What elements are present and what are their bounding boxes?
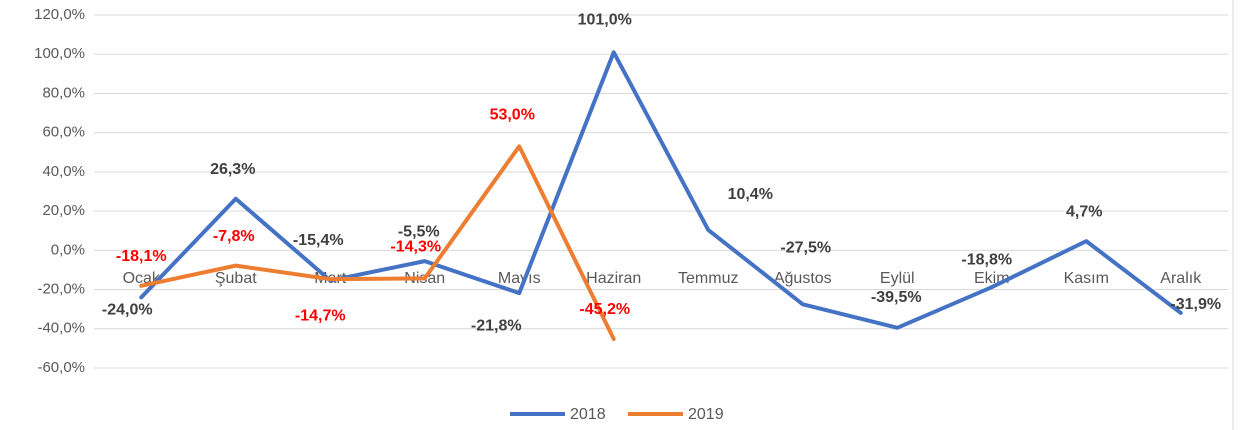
value-label: 53,0% bbox=[490, 107, 535, 124]
x-tick-label: Kasım bbox=[1064, 270, 1109, 287]
x-tick-label: Temmuz bbox=[678, 270, 738, 287]
value-label: -18,8% bbox=[961, 251, 1012, 268]
value-label: 4,7% bbox=[1066, 203, 1102, 220]
y-tick-label: 80,0% bbox=[42, 84, 85, 101]
y-tick-label: 40,0% bbox=[42, 163, 85, 180]
y-tick-label: -60,0% bbox=[37, 359, 85, 376]
y-tick-label: 20,0% bbox=[42, 202, 85, 219]
y-tick-label: 60,0% bbox=[42, 124, 85, 141]
y-tick-label: 0,0% bbox=[51, 241, 85, 258]
x-tick-label: Haziran bbox=[586, 270, 641, 287]
value-label: 26,3% bbox=[210, 161, 255, 178]
value-label: 10,4% bbox=[728, 186, 773, 203]
series-line bbox=[139, 144, 616, 341]
x-tick-label: Ağustos bbox=[774, 270, 832, 287]
value-label: -31,9% bbox=[1170, 296, 1221, 313]
value-label: -39,5% bbox=[871, 289, 922, 306]
value-label: -27,5% bbox=[780, 239, 831, 256]
value-label: -7,8% bbox=[213, 228, 255, 245]
legend-label: 2019 bbox=[688, 406, 724, 423]
value-label: -5,5% bbox=[398, 223, 440, 240]
x-tick-label: Aralık bbox=[1160, 270, 1202, 287]
value-label: -45,2% bbox=[579, 301, 630, 318]
x-tick-label: Şubat bbox=[215, 270, 257, 287]
x-tick-label: Ekim bbox=[974, 270, 1010, 287]
y-tick-label: -20,0% bbox=[37, 281, 85, 298]
value-label: -21,8% bbox=[471, 317, 522, 334]
value-label: -14,7% bbox=[295, 307, 346, 324]
value-label: -14,3% bbox=[390, 239, 441, 256]
x-tick-label: Mayıs bbox=[498, 270, 541, 287]
value-label: 101,0% bbox=[578, 11, 632, 28]
series-line bbox=[139, 50, 1183, 330]
y-tick-label: 120,0% bbox=[34, 6, 85, 23]
x-tick-label: Eylül bbox=[880, 270, 915, 287]
legend-label: 2018 bbox=[570, 406, 606, 423]
y-tick-label: -40,0% bbox=[37, 320, 85, 337]
value-label: -15,4% bbox=[293, 232, 344, 249]
value-label: -24,0% bbox=[102, 302, 153, 319]
value-label: -18,1% bbox=[116, 248, 167, 265]
y-tick-label: 100,0% bbox=[34, 45, 85, 62]
